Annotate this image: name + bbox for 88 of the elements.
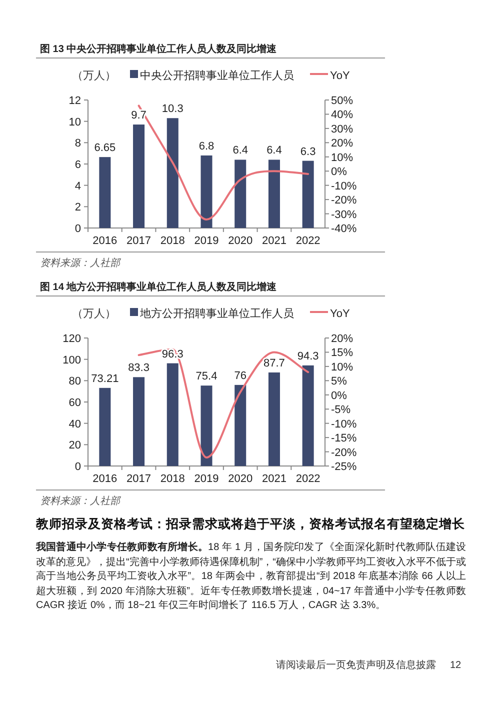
data-label: 6.4 [232,144,248,157]
y2-tick-label: 10% [331,152,354,164]
y-tick-label: 10 [68,116,81,128]
text: 请阅读最后一页免责声明及信息披露 [276,660,436,671]
chart-title: 图 13 中央公开招聘事业单位工作人员人数及同比增速 [40,43,278,55]
y2-tick-label: 15% [331,347,354,360]
bar [99,388,111,466]
x-tick-label: 2022 [296,235,320,247]
y2-tick-label: 0% [331,390,348,402]
y-tick-label: 2 [74,202,81,214]
y-tick-label: 0 [74,461,81,473]
y2-tick-label: -10% [331,180,357,192]
data-label: 6.3 [300,146,316,158]
text: 教师招录及资格考试：招录需求或将趋于平淡，资格考试报名有望稳定增长 [36,516,466,533]
y-axis-title: （万人） [72,70,116,82]
x-tick-label: 2018 [160,235,185,247]
y-tick-label: 6 [74,159,81,171]
bar [133,124,145,228]
y2-tick-label: -30% [331,208,357,221]
data-label: 73.21 [91,372,119,385]
y-tick-label: 80 [68,376,81,388]
y-tick-label: 12 [68,95,81,107]
x-tick-label: 2020 [228,235,253,247]
data-label: 6.4 [266,144,282,157]
data-label: 83.3 [128,362,150,374]
y2-tick-label: -10% [331,418,357,430]
y-tick-label: 100 [62,354,81,366]
bar [133,377,145,466]
legend-label: YoY [330,70,350,82]
data-label: 10.3 [162,103,184,116]
x-tick-label: 2016 [92,235,118,247]
legend-label: 中央公开招聘事业单位工作人员 [140,69,294,82]
y2-tick-label: 20% [331,138,354,150]
y2-tick-label: -40% [331,223,357,235]
text: 资料来源：人社部 [40,495,122,507]
x-tick-label: 2021 [262,473,286,485]
y2-tick-label: -15% [331,432,357,445]
y-tick-label: 20 [68,440,81,452]
text: 我国普通中小学专任教师数有所增长。 [36,542,208,553]
x-tick-label: 2020 [228,473,253,485]
x-tick-label: 2019 [194,473,219,485]
data-label: 6.65 [94,142,116,154]
x-tick-label: 2019 [194,235,219,247]
x-tick-label: 2021 [262,235,286,247]
y2-tick-label: 20% [331,333,354,345]
bar [166,363,178,466]
y2-tick-label: 50% [331,95,354,107]
y-tick-label: 0 [74,223,81,235]
legend-label: 地方公开招聘事业单位工作人员 [139,307,294,320]
bar [200,386,212,466]
y-tick-label: 60 [68,397,81,409]
y-tick-label: 120 [62,333,81,345]
y2-tick-label: -5% [331,404,351,416]
text: 资料来源：人社部 [40,257,122,269]
y2-tick-label: 40% [331,109,354,122]
bar [268,372,280,466]
x-tick-label: 2018 [160,473,185,485]
y2-tick-label: 30% [331,123,354,136]
x-tick-label: 2017 [126,235,152,247]
y-tick-label: 8 [74,138,81,150]
x-tick-label: 2017 [126,473,152,485]
data-label: 75.4 [196,370,218,383]
bar [166,118,178,228]
bar [268,160,280,228]
text: 12 [450,660,462,671]
data-label: 6.8 [198,140,214,152]
y-tick-label: 4 [74,180,81,192]
bar [302,160,314,228]
y-tick-label: 40 [68,418,81,430]
data-label: 94.3 [297,350,319,362]
y2-tick-label: -20% [331,194,357,207]
x-tick-label: 2016 [92,473,118,485]
bar [234,384,246,466]
bar [99,157,111,228]
y2-tick-label: 10% [331,361,354,374]
y2-tick-label: 5% [331,376,348,388]
y2-tick-label: -20% [331,446,357,459]
x-tick-label: 2022 [296,473,320,485]
legend-label: YoY [330,308,350,320]
y2-tick-label: -25% [331,461,357,473]
bar [200,155,212,228]
bar [234,160,246,228]
data-label: 87.7 [264,357,285,370]
y2-tick-label: 0% [331,166,348,178]
data-label: 76 [234,370,246,382]
y-axis-title: （万人） [72,308,116,320]
chart-title: 图 14 地方公开招聘事业单位工作人员人数及同比增速 [40,281,278,293]
bar [302,365,314,466]
